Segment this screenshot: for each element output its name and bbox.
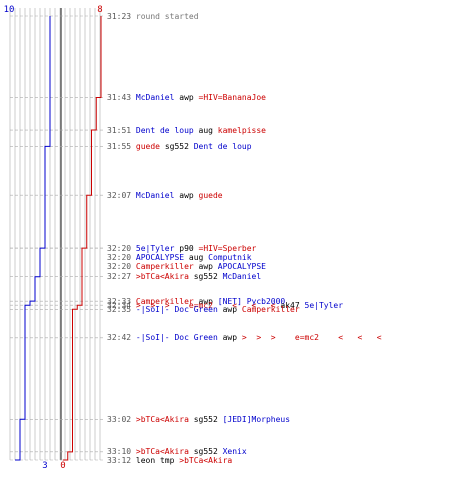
event-text: 5e|Tyler [304,300,344,310]
event-text: =HIV=Sperber [198,243,257,253]
event-row: 31:43 McDaniel awp =HIV=BananaJoe [107,93,266,102]
event-row: 33:10 >bTCa<Akira sg552 Xenix [107,447,247,456]
blue-end-score: 3 [42,461,47,471]
event-text: >bTCa<Akira [135,272,189,282]
event-text: -|SoI|- Doc Green [135,304,218,314]
blue-team-line [15,16,51,461]
event-row: 32:34 > > > e=mc2 < < < ak47 5e|Tyler [107,301,343,310]
event-time: 32:27 [107,272,136,282]
event-text: kamelpisse [217,125,266,135]
event-row: 33:12 leon tmp >bTCa<Akira [107,456,232,465]
event-time: 32:42 [107,333,136,343]
event-time: 33:02 [107,414,136,424]
event-text: ak47 [275,300,305,310]
event-row: 32:42 -|SoI|- Doc Green awp > > > e=mc2 … [107,333,382,342]
event-text: >bTCa<Akira [179,455,233,465]
event-text: Dent de loup [193,141,252,151]
event-text: Xenix [222,447,247,457]
event-row: 32:20 APOCALYPSE aug Computnik [107,253,252,262]
event-text: leon [135,455,156,465]
event-text: [JEDI]Morpheus [222,414,291,424]
event-text: McDaniel [222,272,262,282]
event-time: 32:07 [107,190,136,200]
event-text: =HIV=BananaJoe [198,92,266,102]
event-text: Camperkiller [135,296,194,306]
event-row: 32:20 Camperkiller awp APOCALYPSE [107,262,266,271]
event-text: aug [193,125,218,135]
event-text: round started [135,11,199,21]
event-time: 33:12 [107,455,136,465]
event-row: 32:35 -|SoI|- Doc Green awp Camperkiller [107,305,300,314]
event-text: p90 [174,243,199,253]
event-text: >bTCa<Akira [135,447,189,457]
event-time: 32:20 [107,252,136,262]
event-text: sg552 [160,141,194,151]
event-text: McDaniel [135,190,175,200]
event-text: awp [174,190,199,200]
event-text: > > > e=mc2 < < < [135,300,276,310]
red-end-score: 0 [60,461,65,471]
event-row: 32:33 Camperkiller awp [NET] Pycb2000 [107,297,285,306]
event-text: 5e|Tyler [135,243,175,253]
event-text: guede [198,190,223,200]
event-text: APOCALYPSE [135,252,185,262]
red-team-line [63,16,102,461]
event-time: 32:20 [107,243,136,253]
event-text: tmp [155,455,180,465]
event-row: 33:02 >bTCa<Akira sg552 [JEDI]Morpheus [107,415,290,424]
event-text: aug [184,252,209,262]
event-row: 31:23 round started [107,12,199,21]
event-time: 31:43 [107,92,136,102]
event-text: Computnik [208,252,252,262]
red-start-score: 8 [97,5,102,15]
event-text: [NET] Pycb2000 [217,296,286,306]
event-time: 31:23 [107,11,136,21]
event-text: awp [174,92,199,102]
event-text: Camperkiller [241,304,300,314]
event-text: sg552 [188,447,223,457]
event-row: 31:51 Dent de loup aug kamelpisse [107,126,266,135]
event-text: sg552 [188,272,223,282]
event-time: 31:51 [107,125,136,135]
event-time: 32:20 [107,261,136,271]
event-time: 31:55 [107,141,136,151]
blue-start-score: 10 [4,5,15,15]
event-time: 33:10 [107,447,136,457]
event-text: sg552 [188,414,223,424]
event-text: guede [135,141,160,151]
event-text: awp [217,333,242,343]
event-time: 32:33 [107,296,136,306]
event-text: -|SoI|- Doc Green [135,333,218,343]
event-text: > > > e=mc2 < < < [241,333,382,343]
event-row: 32:07 McDaniel awp guede [107,191,223,200]
event-text: McDaniel [135,92,175,102]
event-text: awp [193,261,218,271]
event-text: Dent de loup [135,125,194,135]
event-text: awp [193,296,218,306]
event-time: 32:35 [107,304,136,314]
event-row: 31:55 guede sg552 Dent de loup [107,142,252,151]
event-time: 32:34 [107,300,136,310]
event-text: >bTCa<Akira [135,414,189,424]
event-text: APOCALYPSE [217,261,266,271]
event-text: Camperkiller [135,261,194,271]
event-row: 32:20 5e|Tyler p90 =HIV=Sperber [107,244,256,253]
event-text: awp [217,304,242,314]
event-row: 32:27 >bTCa<Akira sg552 McDaniel [107,272,261,281]
